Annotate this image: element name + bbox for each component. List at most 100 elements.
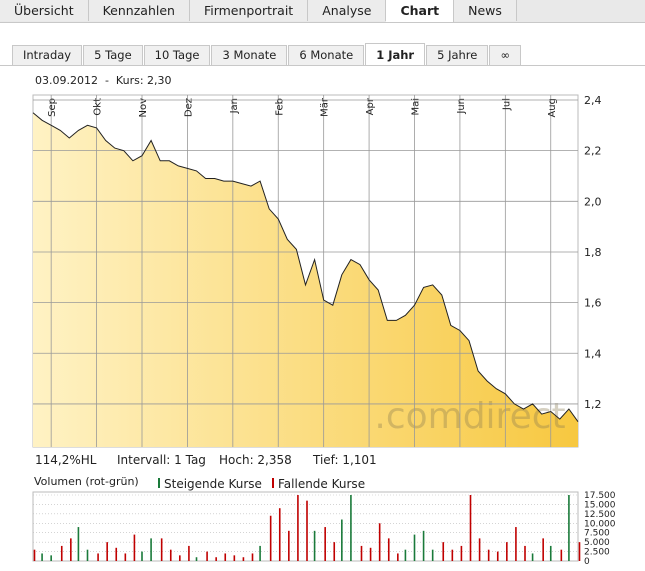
volume-bar xyxy=(531,553,534,561)
volume-bar xyxy=(160,538,163,561)
volume-bar xyxy=(451,549,454,561)
volume-bar xyxy=(578,542,581,561)
volume-bar xyxy=(460,545,463,561)
separator xyxy=(0,65,645,66)
volume-bar xyxy=(560,549,563,561)
tab[interactable]: 3 Monate xyxy=(211,45,288,65)
volume-bar xyxy=(224,553,227,561)
volume-bar xyxy=(77,527,80,561)
volume-bar xyxy=(360,545,363,561)
volume-bar xyxy=(313,530,316,561)
tab[interactable]: 6 Monate xyxy=(288,45,365,65)
legend-label: Fallende Kurse xyxy=(278,477,365,491)
y-tick-label: 17.500 xyxy=(584,491,616,501)
tab[interactable]: Kennzahlen xyxy=(88,0,190,21)
volume-bar xyxy=(188,545,190,561)
tab[interactable]: Intraday xyxy=(12,45,83,65)
y-tick-label: 1,8 xyxy=(584,246,602,259)
y-tick-label: 1,6 xyxy=(584,297,602,310)
period-tabs: Intraday 5 Tage 10 Tage 3 Monate 6 Monate 1 J… xyxy=(12,43,522,65)
x-tick-label: Nov xyxy=(138,98,149,118)
volume-bar xyxy=(442,542,445,561)
volume-bar xyxy=(549,545,552,561)
volume-bar xyxy=(568,495,570,561)
legend-swatch xyxy=(158,478,160,488)
volume-plot xyxy=(32,491,579,562)
volume-bar xyxy=(431,549,434,561)
volume-bar xyxy=(404,549,407,561)
tab[interactable]: ∞ xyxy=(489,45,521,65)
volume-bar xyxy=(124,553,127,561)
stat: Tief: 1,101 xyxy=(312,453,377,467)
volume-bar xyxy=(106,542,108,561)
volume-bar xyxy=(506,542,508,561)
volume-bar xyxy=(469,495,472,561)
volume-bar xyxy=(306,500,308,561)
y-tick-label: 12.500 xyxy=(584,510,616,520)
tab[interactable]: 5 Tage xyxy=(83,45,143,65)
x-tick-label: Feb xyxy=(274,98,285,116)
volume-bar xyxy=(233,555,236,561)
volume-bar xyxy=(195,557,198,561)
volume-bar xyxy=(86,549,89,561)
volume-bar xyxy=(259,545,261,561)
y-tick-label: 2.500 xyxy=(584,548,610,558)
tab[interactable]: News xyxy=(454,0,517,21)
tab[interactable]: Analyse xyxy=(308,0,387,21)
volume-bar xyxy=(324,527,326,561)
x-tick-label: Jan xyxy=(229,98,240,114)
x-tick-label: Sep xyxy=(47,98,58,117)
volume-bar xyxy=(288,530,290,561)
y-tick-label: 15.000 xyxy=(584,500,616,510)
y-tick-label: 1,2 xyxy=(584,398,602,411)
volume-bar xyxy=(169,549,172,561)
y-tick-label: 10.000 xyxy=(584,519,616,529)
tab[interactable]: Chart xyxy=(386,0,455,22)
volume-bar xyxy=(542,538,544,561)
stat: Hoch: 2,358 xyxy=(219,453,292,467)
y-tick-label: 5.000 xyxy=(584,538,610,548)
tab[interactable]: 1 Jahr xyxy=(365,43,426,65)
volume-bar xyxy=(115,547,118,561)
volume-bar xyxy=(496,551,499,561)
x-tick-label: Mär xyxy=(320,97,331,117)
tab[interactable]: 5 Jahre xyxy=(426,45,489,65)
volume-bar xyxy=(269,515,272,561)
volume-bar xyxy=(350,495,352,561)
legend-swatch xyxy=(272,478,274,488)
y-tick-label: 2,2 xyxy=(584,145,602,158)
tab[interactable]: Firmenportrait xyxy=(189,0,309,21)
x-tick-label: Dez xyxy=(183,98,194,117)
volume-bar xyxy=(141,551,143,561)
y-tick-label: 1,4 xyxy=(584,347,602,360)
volume-title: Volumen (rot-grün) xyxy=(34,475,139,488)
main-tabs: Übersicht Kennzahlen Firmenportrait Analyse… xyxy=(0,0,645,23)
volume-bar xyxy=(251,553,254,561)
volume-bar xyxy=(179,555,181,561)
volume-bar xyxy=(150,538,152,561)
volume-bar xyxy=(70,538,72,561)
volume-bar xyxy=(133,534,136,561)
volume-bar xyxy=(33,549,36,561)
chart-header: 03.09.2012 - Kurs: 2,30 xyxy=(35,74,172,87)
volume-bar xyxy=(478,538,481,561)
volume-bar xyxy=(378,523,381,561)
volume-bar xyxy=(387,538,390,561)
x-tick-label: Aug xyxy=(547,98,558,118)
legend-label: Steigende Kurse xyxy=(164,477,262,491)
volume-bar xyxy=(333,542,336,561)
x-tick-label: Jul xyxy=(501,98,512,111)
stat: 114,2%HL xyxy=(35,453,97,467)
volume-bar xyxy=(242,557,245,561)
tab[interactable]: 10 Tage xyxy=(143,45,211,65)
volume-bar xyxy=(297,495,299,561)
volume-bar xyxy=(413,534,416,561)
x-tick-label: Apr xyxy=(365,97,376,115)
x-tick-label: Okt xyxy=(93,98,104,116)
volume-bar xyxy=(369,547,372,561)
x-tick-label: Jun xyxy=(456,98,467,115)
tab[interactable]: Übersicht xyxy=(0,0,89,21)
volume-bar xyxy=(524,545,526,561)
